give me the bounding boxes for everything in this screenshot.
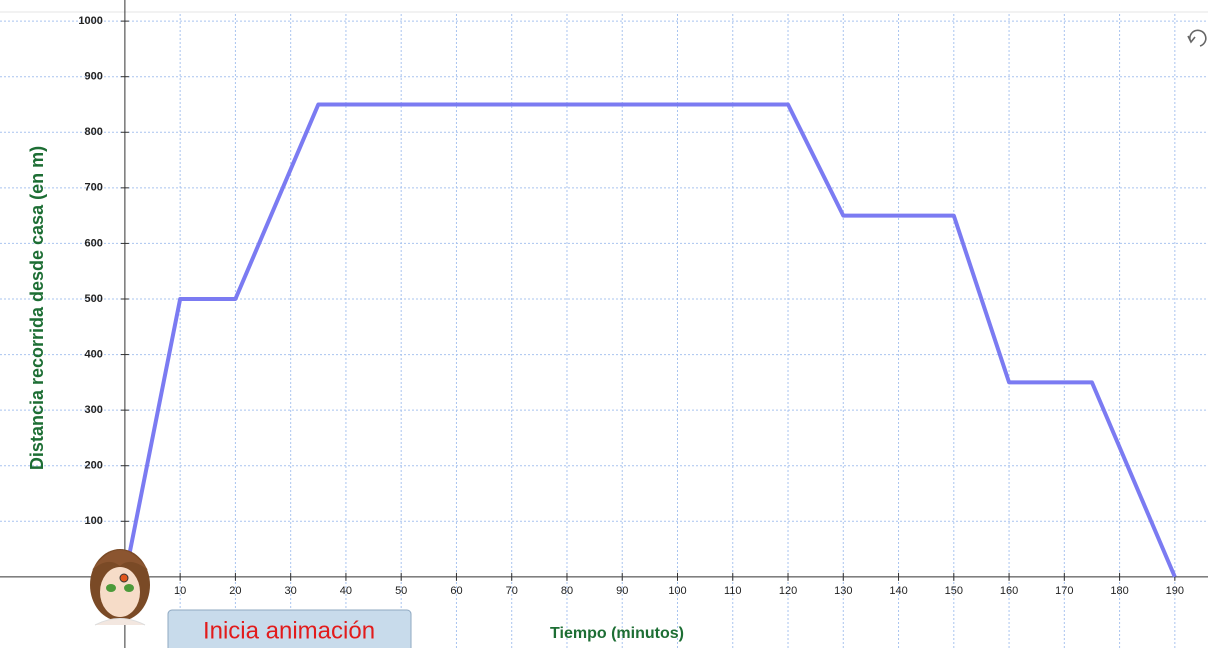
y-tick-label: 600: [85, 237, 103, 249]
y-tick-label: 800: [85, 126, 103, 138]
eye: [124, 584, 134, 592]
button-label[interactable]: Inicia animación: [203, 617, 375, 644]
grid: [0, 14, 1208, 648]
page: 10 20 30 40 50 60 70 80 90 100 110 120 130 140 150 160 1…: [0, 0, 1208, 648]
x-tick-label: 150: [945, 585, 963, 597]
x-tick-label: 110: [724, 585, 742, 597]
reset-icon[interactable]: [1188, 30, 1206, 46]
y-tick-label: 200: [85, 460, 103, 472]
x-tick-label: 170: [1055, 585, 1073, 597]
x-tick-label: 90: [616, 585, 628, 597]
x-axis-label: Tiempo (minutos): [550, 625, 684, 642]
x-tick-label: 70: [506, 585, 518, 597]
reset-arc[interactable]: [1190, 30, 1206, 46]
x-tick-label: 60: [450, 585, 462, 597]
x-tick-label: 120: [779, 585, 797, 597]
y-tick-label: 100: [85, 515, 103, 527]
y-tick-label: 900: [85, 71, 103, 83]
y-tick-label: 1000: [78, 15, 102, 27]
axes: 10 20 30 40 50 60 70 80 90 100 110 120 130 140 150 160 1…: [0, 0, 1208, 648]
x-tick-label: 100: [668, 585, 686, 597]
x-tick-label: 130: [834, 585, 852, 597]
x-tick-label: 180: [1110, 585, 1128, 597]
shoulders: [95, 619, 145, 626]
y-tick-label: 700: [85, 182, 103, 194]
x-tick-label: 50: [395, 585, 407, 597]
eye: [106, 584, 116, 592]
character: [90, 549, 150, 625]
x-tick-label: 140: [889, 585, 907, 597]
y-tick-label: 500: [85, 293, 103, 305]
animation-point[interactable]: [120, 574, 128, 582]
data-line: [125, 104, 1175, 576]
x-tick-label: 30: [285, 585, 297, 597]
reset-arrow[interactable]: [1188, 36, 1195, 42]
x-tick-label: 20: [229, 585, 241, 597]
x-tick-label: 160: [1000, 585, 1018, 597]
button[interactable]: Inicia animación: [168, 610, 411, 648]
x-tick-label: 10: [174, 585, 186, 597]
y-tick-label: 300: [85, 404, 103, 416]
x-tick-label: 80: [561, 585, 573, 597]
chart: 10 20 30 40 50 60 70 80 90 100 110 120 130 140 150 160 1…: [0, 0, 1208, 648]
y-tick-label: 400: [85, 348, 103, 360]
face: [100, 567, 140, 617]
y-axis-label: Distancia recorrida desde casa (en m): [27, 146, 47, 470]
x-tick-label: 190: [1166, 585, 1184, 597]
plot: [125, 104, 1175, 576]
x-tick-label: 40: [340, 585, 352, 597]
